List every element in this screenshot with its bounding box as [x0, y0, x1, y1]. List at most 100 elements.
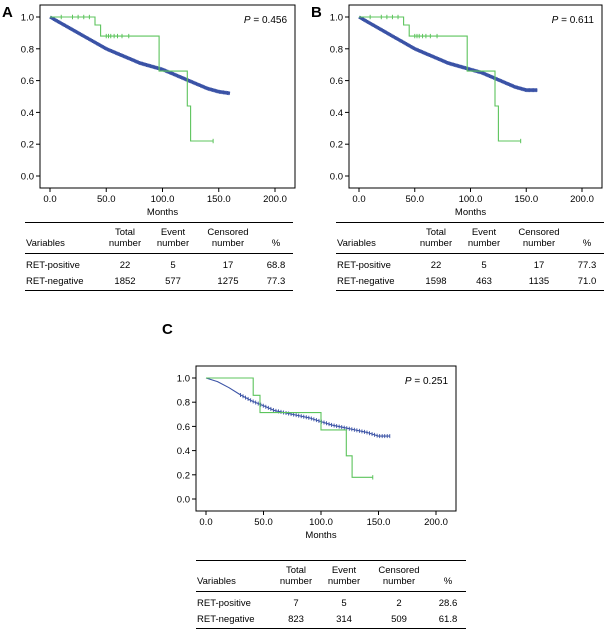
table-cell: RET-negative: [197, 614, 255, 625]
table-header-cell: Censored number: [378, 565, 420, 587]
x-tick-label: 150.0: [514, 194, 538, 205]
summary-table-c: Variables Total number Event number Censored n…: [196, 560, 466, 629]
ret-positive-curve: [206, 377, 373, 478]
y-tick-label: 0.2: [177, 470, 190, 481]
table-cell: 823: [288, 614, 304, 625]
y-tick-label: 0.8: [330, 44, 343, 55]
y-tick-label: 0.8: [21, 44, 34, 55]
table-cell: 61.8: [438, 614, 458, 625]
table-cell: 68.8: [266, 260, 286, 271]
table-cell: 5: [170, 260, 176, 271]
panel-label: B: [311, 4, 322, 21]
table-cell: 17: [222, 260, 234, 271]
table-cell: RET-positive: [197, 598, 251, 609]
panel-label: C: [162, 321, 173, 338]
table-cell: 1275: [217, 276, 239, 287]
table-cell: 28.6: [438, 598, 458, 609]
y-tick-label: 1.0: [21, 13, 34, 24]
plot-frame: [195, 365, 457, 512]
table-header-cell: Censored number: [207, 227, 249, 249]
y-tick-label: 0.4: [330, 108, 343, 119]
table-cell: RET-negative: [26, 276, 84, 287]
x-tick-label: 50.0: [406, 194, 425, 205]
table-header-row: Variables Total number Event number Censored n…: [196, 560, 466, 592]
table-header-cell: Total number: [108, 227, 142, 249]
plot-frame: [39, 4, 296, 189]
x-tick-label: 0.0: [199, 517, 212, 528]
table-cell: 77.3: [577, 260, 597, 271]
ret-negative-curve: [49, 15, 231, 95]
table-header-cell: Censored number: [518, 227, 560, 249]
table-row: RET-negative 1852 577 1275 77.3: [25, 274, 293, 291]
p-value-label: P = 0.251: [405, 376, 449, 387]
x-tick-label: 150.0: [367, 517, 391, 528]
p-value-label: P = 0.611: [552, 15, 595, 26]
table-cell: 1852: [114, 276, 136, 287]
table-header-cell: Variables: [197, 576, 236, 587]
table-row: RET-positive 7 5 2 28.6: [196, 592, 466, 613]
x-tick-label: 0.0: [43, 194, 56, 205]
table-cell: 5: [481, 260, 487, 271]
table-cell: 22: [119, 260, 131, 271]
x-tick-label: 100.0: [151, 194, 175, 205]
table-cell: 22: [430, 260, 442, 271]
table-header-cell: %: [582, 238, 592, 249]
table-cell: 7: [293, 598, 299, 609]
table-cell: RET-positive: [26, 260, 80, 271]
table-row: RET-negative 823 314 509 61.8: [196, 612, 466, 629]
table-header-cell: %: [443, 576, 453, 587]
y-tick-label: 0.6: [21, 76, 34, 87]
y-tick-label: 0.2: [21, 140, 34, 151]
table-cell: 1135: [528, 276, 550, 287]
table-header-row: Variables Total number Event number Censored n…: [336, 222, 604, 254]
x-tick-label: 50.0: [254, 517, 273, 528]
table-row: RET-positive 22 5 17 68.8: [25, 254, 293, 275]
table-header-cell: Event number: [327, 565, 361, 587]
y-tick-label: 0.0: [177, 495, 190, 506]
table-header-cell: Variables: [26, 238, 65, 249]
table-cell: 5: [341, 598, 347, 609]
y-tick-label: 0.2: [330, 140, 343, 151]
x-tick-label: 50.0: [97, 194, 116, 205]
ret-negative-curve: [358, 15, 538, 92]
x-tick-label: 0.0: [352, 194, 365, 205]
km-chart-a: 0.0 0.2 0.4 0.6 0.8 1.0 0.0 50.0 100.0 150.0 200.0…: [2, 4, 296, 218]
y-tick-label: 0.8: [177, 398, 190, 409]
x-tick-label: 200.0: [424, 517, 448, 528]
table-row: RET-negative 1598 463 1135 71.0: [336, 274, 604, 291]
x-tick-label: 150.0: [207, 194, 231, 205]
table-header-cell: Event number: [156, 227, 190, 249]
table-header-cell: Event number: [467, 227, 501, 249]
y-tick-label: 1.0: [330, 13, 343, 24]
table-cell: 463: [476, 276, 492, 287]
table-header-cell: Variables: [337, 238, 376, 249]
table-cell: RET-negative: [337, 276, 395, 287]
table-cell: 509: [391, 614, 407, 625]
km-chart-b: 0.0 0.2 0.4 0.6 0.8 1.0 0.0 50.0 100.0 150.0 200.0…: [311, 4, 603, 218]
x-axis-label: Months: [455, 207, 486, 218]
table-cell: 77.3: [266, 276, 286, 287]
ret-negative-curve: [205, 377, 390, 437]
y-tick-label: 0.0: [330, 172, 343, 183]
p-value-label: P = 0.456: [244, 15, 288, 26]
table-cell: 1598: [425, 276, 447, 287]
summary-table-a: Variables Total number Event number Censored n…: [25, 222, 293, 291]
table-header-cell: Total number: [419, 227, 453, 249]
x-axis-label: Months: [147, 207, 178, 218]
y-tick-label: 0.4: [21, 108, 34, 119]
x-tick-label: 100.0: [459, 194, 483, 205]
y-tick-label: 0.6: [330, 76, 343, 87]
table-cell: 577: [165, 276, 181, 287]
y-tick-label: 1.0: [177, 374, 190, 385]
km-chart-c: 0.0 0.2 0.4 0.6 0.8 1.0 0.0 50.0 100.0 150.0 200.0…: [162, 321, 457, 541]
x-axis-label: Months: [305, 530, 336, 541]
table-row: RET-positive 22 5 17 77.3: [336, 254, 604, 275]
y-tick-label: 0.0: [21, 172, 34, 183]
table-cell: 2: [396, 598, 402, 609]
y-tick-label: 0.4: [177, 446, 190, 457]
x-tick-label: 100.0: [309, 517, 333, 528]
table-header-cell: Total number: [279, 565, 313, 587]
ret-positive-curve: [359, 16, 521, 142]
ret-positive-curve: [50, 16, 214, 142]
x-tick-label: 200.0: [570, 194, 594, 205]
